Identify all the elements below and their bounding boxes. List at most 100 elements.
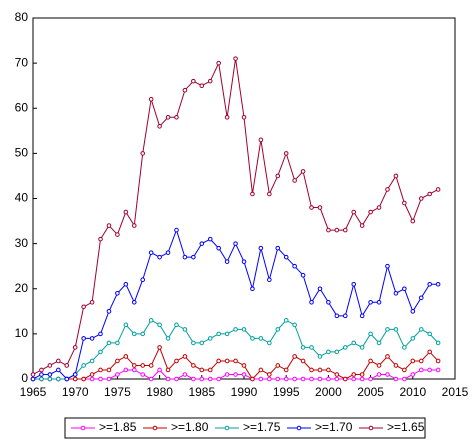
point — [174, 227, 179, 233]
point — [359, 372, 365, 377]
point — [334, 372, 340, 377]
point — [140, 277, 146, 283]
y-tick-label: 70 — [15, 55, 29, 69]
point — [275, 376, 281, 382]
point — [89, 372, 95, 377]
point — [216, 376, 221, 382]
point — [359, 313, 365, 319]
point — [393, 363, 399, 368]
point — [410, 372, 416, 377]
point — [191, 78, 196, 84]
point — [283, 254, 289, 260]
point — [376, 299, 382, 305]
point — [283, 367, 289, 373]
point — [283, 151, 289, 156]
x-tick-label: 2010 — [399, 385, 426, 399]
point — [115, 290, 120, 296]
point — [427, 331, 432, 337]
point — [283, 318, 289, 323]
point — [359, 376, 365, 382]
point — [148, 250, 154, 255]
point — [89, 358, 95, 364]
point — [131, 331, 137, 337]
point — [250, 336, 255, 341]
point — [224, 114, 230, 120]
point — [410, 336, 416, 341]
point — [165, 367, 171, 373]
x-tick-label: 2005 — [357, 385, 384, 399]
point — [385, 372, 390, 377]
point — [258, 336, 264, 341]
point — [199, 241, 205, 246]
point — [300, 272, 306, 278]
point — [300, 376, 306, 382]
point — [98, 349, 103, 355]
point — [216, 60, 221, 66]
point — [199, 340, 205, 346]
point — [207, 376, 213, 382]
point — [385, 354, 390, 359]
point — [81, 376, 86, 382]
point — [418, 295, 424, 301]
point — [368, 376, 373, 382]
point — [300, 345, 306, 350]
legend-marker — [224, 425, 230, 431]
x-tick-label: 1975 — [104, 385, 131, 399]
point — [30, 376, 36, 382]
point — [47, 363, 53, 368]
point — [309, 376, 314, 382]
point — [334, 349, 340, 355]
point — [191, 376, 196, 382]
point — [393, 290, 399, 296]
point — [241, 259, 247, 264]
point — [250, 286, 255, 292]
point — [148, 376, 154, 382]
point — [393, 173, 399, 179]
point — [123, 281, 129, 287]
point — [157, 322, 162, 328]
point — [216, 358, 221, 364]
point — [292, 178, 297, 183]
point — [376, 372, 382, 377]
point — [199, 83, 205, 88]
point — [418, 358, 424, 364]
point — [233, 327, 238, 332]
point — [393, 327, 399, 332]
point — [39, 367, 44, 373]
point — [115, 358, 120, 364]
point — [157, 124, 162, 129]
point — [334, 227, 340, 233]
point — [385, 187, 390, 192]
x-tick-label: 1970 — [62, 385, 89, 399]
point — [435, 281, 441, 287]
point — [241, 363, 247, 368]
point — [410, 218, 416, 224]
point — [165, 114, 171, 120]
point — [309, 205, 314, 210]
point — [81, 363, 86, 368]
plot-frame — [32, 17, 456, 380]
point — [174, 322, 179, 328]
legend-marker — [152, 425, 158, 431]
x-tick-label: 1965 — [20, 385, 47, 399]
point — [385, 263, 390, 269]
point — [81, 304, 86, 310]
point — [267, 376, 272, 382]
point — [435, 340, 441, 346]
point — [98, 376, 103, 382]
point — [418, 367, 424, 373]
point — [241, 327, 247, 332]
point — [182, 327, 188, 332]
point — [250, 376, 255, 382]
point — [258, 245, 264, 251]
legend-marker — [368, 425, 374, 431]
point — [157, 345, 162, 350]
point — [98, 236, 103, 242]
legend-label: >=1.85 — [99, 420, 137, 434]
point — [72, 376, 78, 382]
legend-box — [64, 417, 426, 439]
y-tick-label: 80 — [15, 10, 29, 24]
y-tick-label: 0 — [21, 371, 28, 385]
point — [115, 232, 120, 237]
